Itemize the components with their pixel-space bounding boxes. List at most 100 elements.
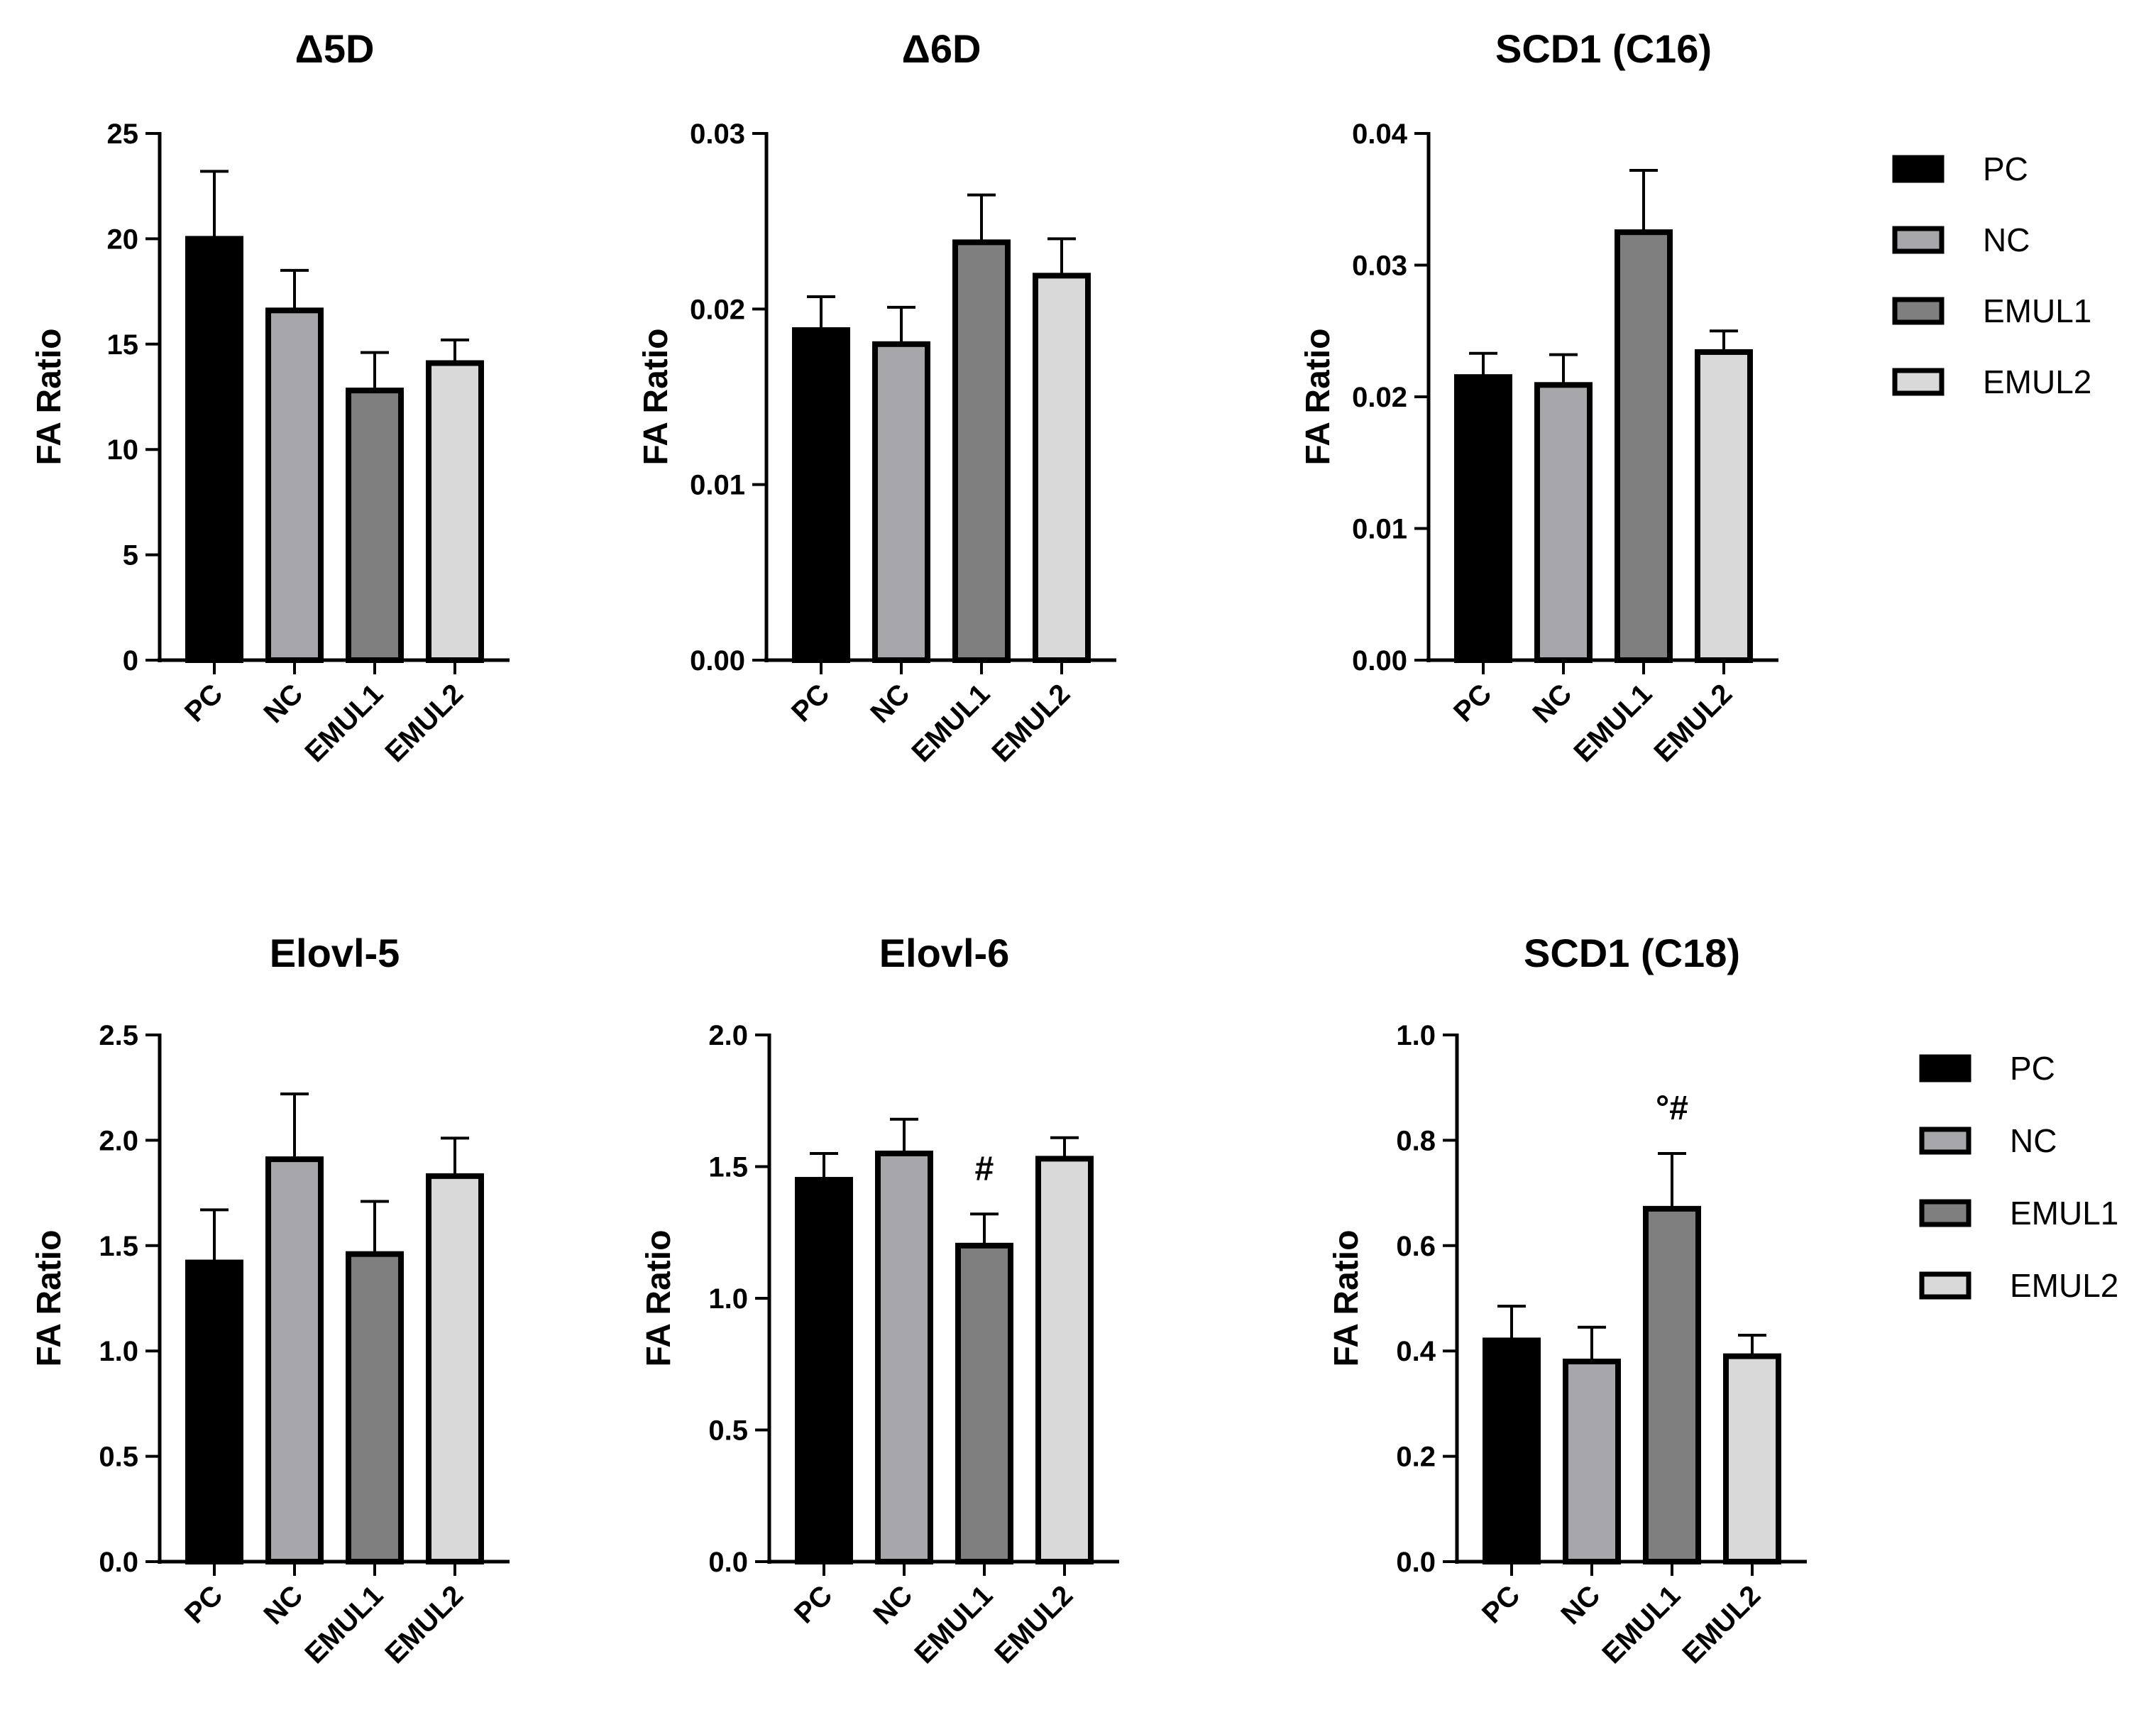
y-tick-label: 15 [107,329,139,361]
chart-panel-5: Elovl-6 FA Ratio 0.0 0.5 1.0 1.5 2.0 PC NCEMUL1E… [640,931,1119,1670]
legend-swatch-emul2 [1892,368,1945,396]
y-axis-label: FA Ratio [640,1230,678,1367]
x-tick-label: PC [788,1579,838,1629]
bar-nc [265,307,324,663]
legend-swatch-nc [1919,1127,1971,1155]
bar-emul1 [1643,1205,1701,1564]
y-tick-label: 0.03 [1352,251,1407,282]
x-tick-label: PC [786,678,835,728]
chart-panel-6: SCD1 (C18) FA Ratio 0.0 0.2 0.4 0.6 0.8 1.0 PC NC… [1328,931,1807,1670]
chart-title: SCD1 (C18) [1524,931,1740,975]
bar-emul2 [426,1173,484,1564]
legend-swatch-pc [1919,1054,1971,1082]
bar-emul1 [346,388,404,663]
x-tick-label: NC [1527,678,1578,729]
legend-swatch-emul1 [1892,297,1945,325]
bar-emul1 [955,1242,1013,1565]
x-tick-label: EMUL2 [1648,678,1738,768]
y-tick-label: 0.04 [1352,119,1408,150]
y-tick-label: 0.03 [690,119,745,150]
x-tick-label: NC [864,678,915,729]
legend-label: EMUL1 [1983,292,2091,329]
bar-emul2 [426,360,484,663]
chart-panel-3: SCD1 (C16) FA Ratio 0.00 0.01 0.02 0.03 0.04 PC… [1299,26,1778,768]
bar-emul2 [1033,273,1091,663]
significance-marker: # [975,1150,994,1188]
y-tick-label: 1.5 [99,1231,138,1262]
y-tick-label: 0.6 [1396,1231,1436,1262]
bar-nc [872,341,930,663]
bar-nc [265,1156,324,1565]
y-tick-label: 2.5 [99,1020,138,1051]
chart-title: Elovl-5 [270,931,400,975]
bar-nc [1534,382,1593,663]
legend-label: NC [1983,221,2030,258]
x-tick-label: EMUL1 [299,1579,389,1670]
x-tick-label: EMUL2 [1676,1579,1766,1670]
y-axis-label: FA Ratio [1299,329,1337,466]
legend-label: EMUL2 [1983,363,2091,400]
chart-title: Δ5D [295,26,375,71]
x-tick-label: EMUL2 [379,1579,469,1670]
x-tick-label: EMUL1 [1596,1579,1686,1670]
x-tick-label: PC [1476,1579,1526,1629]
legend-swatch-emul1 [1919,1199,1971,1227]
y-axis-label: FA Ratio [1328,1230,1365,1367]
x-tick-label: NC [258,678,309,729]
x-tick-label: EMUL2 [379,678,469,768]
legend-2: PC NC EMUL1 EMUL2 [1919,1050,2118,1304]
y-tick-label: 1.0 [708,1283,748,1315]
bar-pc [792,327,850,663]
y-tick-label: 0.0 [1396,1547,1436,1578]
y-tick-label: 0.4 [1396,1336,1436,1367]
x-tick-label: EMUL2 [986,678,1076,768]
bar-pc [1454,374,1512,663]
x-tick-label: NC [1555,1579,1606,1630]
x-tick-label: EMUL1 [1568,678,1658,768]
y-tick-label: 0.8 [1396,1125,1436,1156]
legend-swatch-nc [1892,226,1945,254]
y-tick-label: 0.0 [708,1547,748,1578]
y-tick-label: 10 [107,434,139,466]
x-tick-label: EMUL1 [908,1579,999,1670]
y-tick-label: 0.01 [1352,514,1407,545]
y-tick-label: 0.0 [99,1547,138,1578]
y-axis-label: FA Ratio [31,1230,68,1367]
y-tick-label: 0.02 [1352,382,1407,413]
chart-title: SCD1 (C16) [1495,26,1712,71]
x-tick-label: PC [1448,678,1497,728]
legend-label: PC [2010,1050,2055,1087]
y-tick-label: 25 [107,119,139,150]
bar-emul2 [1723,1353,1781,1564]
y-tick-label: 1.5 [708,1152,748,1183]
legend-swatch-pc [1892,155,1945,183]
bar-pc [795,1177,853,1565]
y-tick-label: 0.2 [1396,1442,1436,1473]
y-tick-label: 0.02 [690,294,745,325]
bar-emul2 [1695,349,1753,663]
x-tick-label: EMUL2 [989,1579,1079,1670]
y-axis-label: FA Ratio [637,329,675,466]
chart-panel-2: Δ6D FA Ratio 0.00 0.01 0.02 0.03 PC NCEMUL1EMUL… [637,26,1116,768]
x-tick-label: PC [179,678,229,728]
bar-emul1 [1615,229,1673,663]
bar-pc [1483,1337,1541,1564]
y-tick-label: 0.01 [690,470,745,501]
x-tick-label: EMUL1 [299,678,389,768]
y-tick-label: 2.0 [99,1125,138,1156]
bar-emul1 [346,1251,404,1564]
y-axis-label: FA Ratio [31,329,68,466]
bar-nc [875,1150,933,1564]
y-tick-label: 2.0 [708,1020,748,1051]
bar-nc [1563,1359,1621,1565]
x-tick-label: PC [179,1579,229,1629]
y-tick-label: 0 [123,645,138,676]
x-tick-label: NC [867,1579,918,1630]
chart-title: Δ6D [902,26,981,71]
significance-marker: °# [1656,1090,1688,1127]
y-tick-label: 0.00 [690,645,745,676]
y-tick-label: 20 [107,224,139,255]
y-tick-label: 1.0 [99,1336,138,1367]
bar-emul1 [952,239,1011,663]
